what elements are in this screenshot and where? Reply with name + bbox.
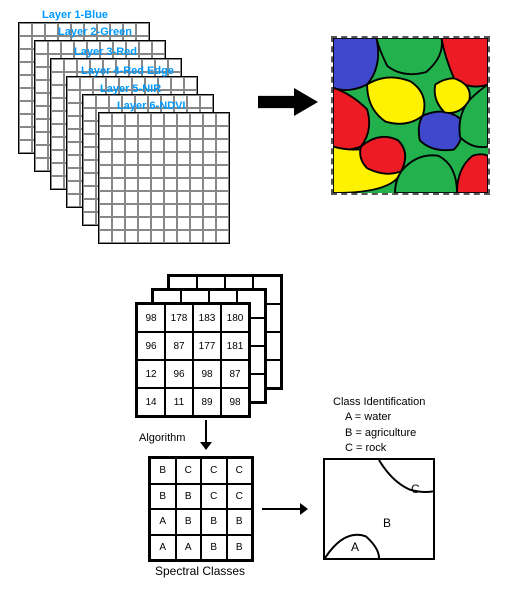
dn-cell: 96	[165, 360, 193, 388]
dn-cell: 12	[137, 360, 165, 388]
layer-label: Layer 3-Red	[74, 46, 137, 58]
layer-label: Layer 5-NIR	[100, 83, 161, 95]
dn-cell: 98	[221, 388, 249, 416]
class-id-title: Class Identification	[333, 395, 425, 410]
class-id-line: B = agriculture	[345, 426, 425, 441]
spectral-cell: A	[150, 509, 176, 535]
class-map-label: A	[351, 540, 359, 554]
dn-cell: 177	[193, 332, 221, 360]
dn-cell: 98	[193, 360, 221, 388]
spectral-cell: B	[150, 458, 176, 484]
spectral-cell: C	[227, 484, 253, 510]
dn-cell: 14	[137, 388, 165, 416]
spectral-cell: C	[227, 458, 253, 484]
spectral-cell: C	[201, 484, 227, 510]
dn-cell: 178	[165, 304, 193, 332]
dn-cell: 87	[221, 360, 249, 388]
spectral-cell: C	[201, 458, 227, 484]
spectral-cell: B	[201, 509, 227, 535]
class-map-label: C	[411, 482, 420, 496]
arrow-right-small-icon	[262, 502, 308, 521]
spectral-grid: BCCCBBCCABBBAABB	[148, 456, 254, 562]
dn-cell: 11	[165, 388, 193, 416]
layer-label: Layer 4-Red Edge	[81, 65, 174, 77]
spectral-cell: B	[201, 535, 227, 561]
spectral-cell: B	[227, 509, 253, 535]
algorithm-label: Algorithm	[139, 432, 185, 444]
arrow-down-icon	[198, 420, 214, 455]
arrow-right-icon	[258, 88, 318, 121]
spectral-cell: B	[176, 509, 202, 535]
dn-cell: 181	[221, 332, 249, 360]
layer-grid	[98, 112, 230, 244]
dn-cell: 183	[193, 304, 221, 332]
dn-cell: 87	[165, 332, 193, 360]
class-map: C B A	[323, 458, 435, 560]
class-id-line: C = rock	[345, 441, 425, 456]
dn-grid: 9817818318096871771811296988714118998	[135, 302, 251, 418]
dn-cell: 89	[193, 388, 221, 416]
dn-cell: 96	[137, 332, 165, 360]
spectral-cell: A	[150, 535, 176, 561]
spectral-cell: B	[176, 484, 202, 510]
layer-label: Layer 6-NDVI	[117, 100, 185, 112]
layer-label: Layer 2-Green	[58, 26, 132, 38]
dn-cell: 180	[221, 304, 249, 332]
spectral-cell: A	[176, 535, 202, 561]
dn-cell: 98	[137, 304, 165, 332]
spectral-cell: B	[227, 535, 253, 561]
spectral-title: Spectral Classes	[155, 564, 245, 578]
class-map-label: B	[383, 516, 391, 530]
class-id-line: A = water	[345, 410, 425, 425]
layer-label: Layer 1-Blue	[42, 9, 108, 21]
spectral-cell: B	[150, 484, 176, 510]
class-identification: Class IdentificationA = waterB = agricul…	[333, 395, 425, 457]
segmentation-map	[331, 36, 490, 195]
spectral-cell: C	[176, 458, 202, 484]
